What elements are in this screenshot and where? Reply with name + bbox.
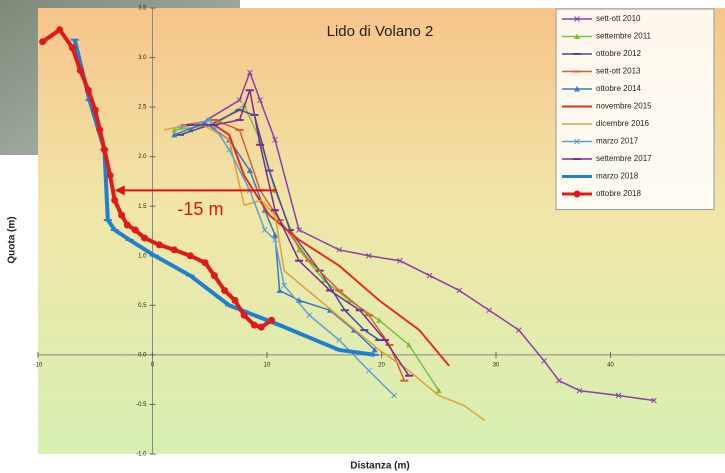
point bbox=[39, 38, 46, 45]
legend-label: ottobre 2018 bbox=[596, 189, 641, 198]
y-tick-label: 0.5 bbox=[138, 303, 147, 309]
point bbox=[124, 222, 131, 229]
y-tick-label: 3.0 bbox=[138, 55, 147, 61]
legend-label: ottobre 2012 bbox=[596, 49, 641, 58]
y-tick-label: 3.5 bbox=[138, 6, 147, 12]
x-tick-label: -10 bbox=[34, 362, 43, 368]
point bbox=[202, 259, 209, 266]
point bbox=[251, 322, 258, 329]
chart-title: Lido di Volano 2 bbox=[327, 23, 434, 40]
legend-label: marzo 2017 bbox=[596, 137, 639, 146]
legend-label: novembre 2015 bbox=[596, 102, 652, 111]
point bbox=[92, 107, 99, 114]
point bbox=[171, 246, 178, 253]
x-tick-label: 10 bbox=[264, 362, 271, 368]
y-tick-label: 2.0 bbox=[138, 154, 147, 160]
point bbox=[211, 272, 218, 279]
point bbox=[77, 67, 84, 74]
legend-label: ottobre 2014 bbox=[596, 84, 641, 93]
point bbox=[187, 252, 194, 259]
annotation-text: -15 m bbox=[177, 199, 223, 219]
x-tick-label: 30 bbox=[493, 362, 500, 368]
chart: Lido di Volano 2 Distanza (m) Quota (m) … bbox=[0, 0, 725, 473]
point bbox=[156, 241, 163, 248]
legend-label: dicembre 2016 bbox=[596, 119, 649, 128]
point bbox=[118, 212, 125, 219]
y-tick-label: 1.5 bbox=[138, 204, 147, 210]
point bbox=[96, 126, 103, 133]
y-tick-label: 0.0 bbox=[138, 352, 147, 358]
legend-label: settembre 2017 bbox=[596, 154, 652, 163]
point bbox=[574, 191, 581, 198]
point bbox=[69, 44, 76, 51]
point bbox=[231, 297, 238, 304]
y-tick-label: 1.0 bbox=[138, 253, 147, 259]
point bbox=[56, 26, 63, 33]
legend-label: sett-ott 2010 bbox=[596, 14, 641, 23]
point bbox=[221, 287, 228, 294]
point bbox=[241, 312, 248, 319]
x-tick-label: 20 bbox=[378, 362, 385, 368]
point bbox=[141, 234, 148, 241]
point bbox=[111, 197, 118, 204]
legend-label: marzo 2018 bbox=[596, 172, 639, 181]
y-tick-label: 2.5 bbox=[138, 105, 147, 111]
point bbox=[101, 146, 108, 153]
y-tick-label: -0.5 bbox=[136, 402, 147, 408]
x-axis-title: Distanza (m) bbox=[350, 461, 409, 472]
point bbox=[258, 324, 265, 331]
point bbox=[107, 172, 114, 179]
x-tick-label: 40 bbox=[607, 362, 614, 368]
point bbox=[85, 87, 92, 94]
y-axis-title: Quota (m) bbox=[7, 216, 18, 263]
point bbox=[268, 317, 275, 324]
legend-label: settembre 2011 bbox=[596, 32, 652, 41]
point bbox=[132, 227, 139, 234]
y-tick-label: -1.0 bbox=[136, 452, 147, 458]
legend-label: sett-ott 2013 bbox=[596, 67, 641, 76]
